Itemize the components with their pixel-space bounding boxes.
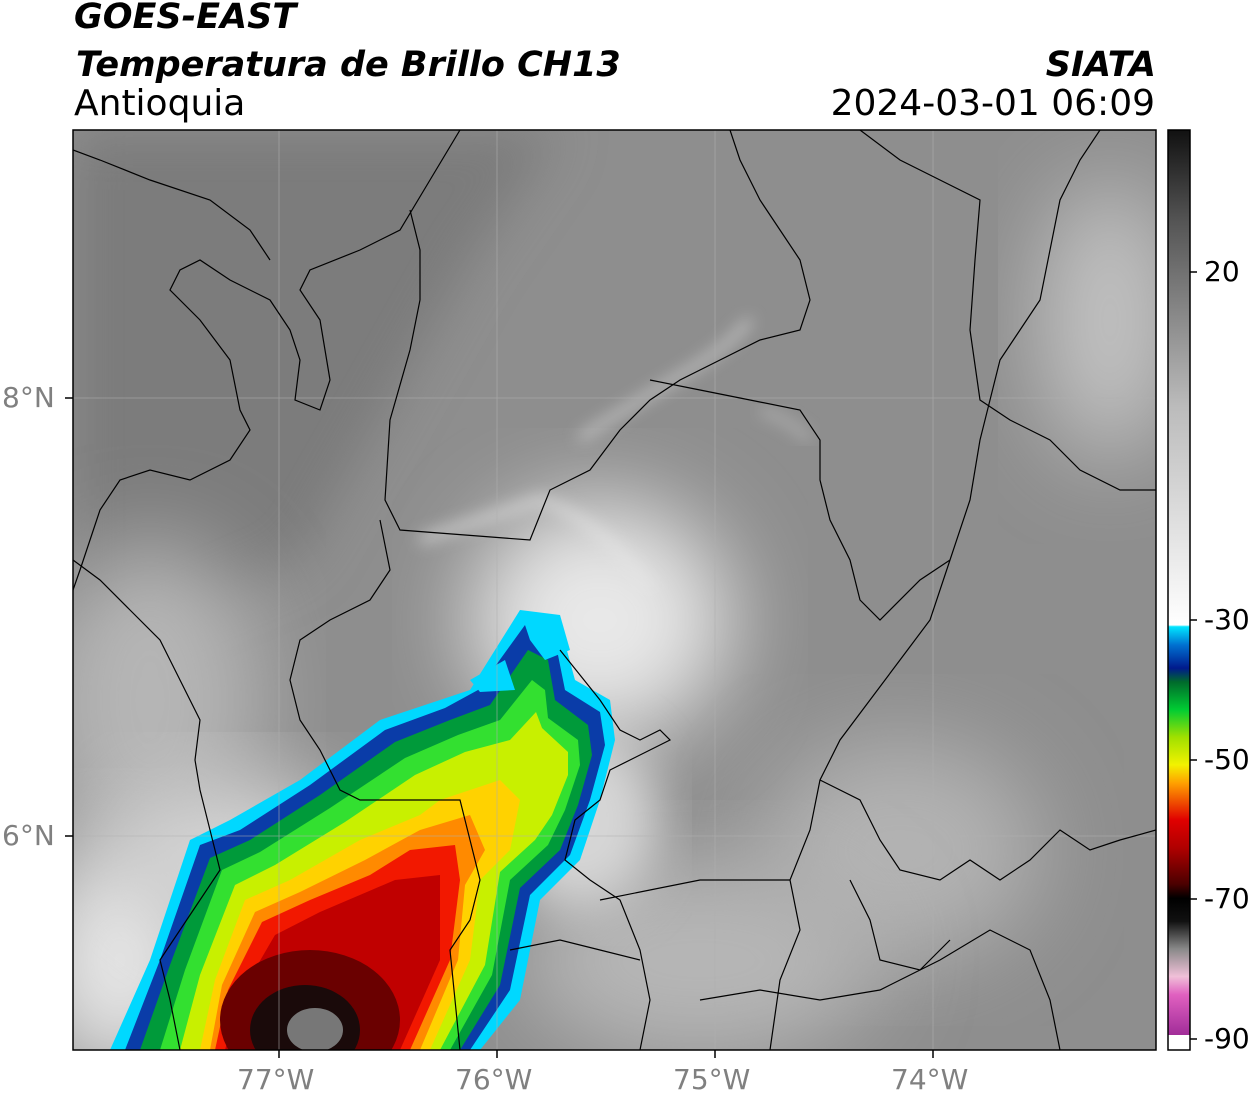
boundaries [73,130,1156,1050]
colorbar-label-minus30: -30 [1204,603,1250,636]
agency-label: SIATA [1045,45,1156,85]
map-frame [72,129,1157,1051]
lon-tick-76w: 76°W [455,1063,533,1096]
product-title: Temperatura de Brillo CH13 [76,45,621,85]
colorbar [1167,129,1197,1051]
axis-ticks [65,397,934,1058]
colorbar-label-minus50: -50 [1204,743,1250,776]
satellite-imagery [73,130,1156,1050]
lon-tick-74w: 74°W [891,1063,969,1096]
storm-cloud-top [110,610,615,1050]
colorbar-label-minus70: -70 [1204,882,1250,915]
lon-tick-77w: 77°W [237,1063,315,1096]
colorbar-gradient [1168,130,1190,1050]
colorbar-label-minus90: -90 [1204,1022,1250,1055]
colorbar-label-20: 20 [1204,255,1240,288]
colorbar-min-swatch [1168,1035,1190,1050]
region-label: Antioquia [74,83,246,124]
lon-tick-75w: 75°W [673,1063,751,1096]
satellite-title: GOES-EAST [74,0,297,37]
graticule [73,130,1156,1050]
lat-tick-8n: 8°N [2,381,55,414]
lat-tick-6n: 6°N [2,819,55,852]
timestamp-label: 2024-03-01 06:09 [830,83,1155,124]
colorbar-frame [1167,129,1191,1051]
